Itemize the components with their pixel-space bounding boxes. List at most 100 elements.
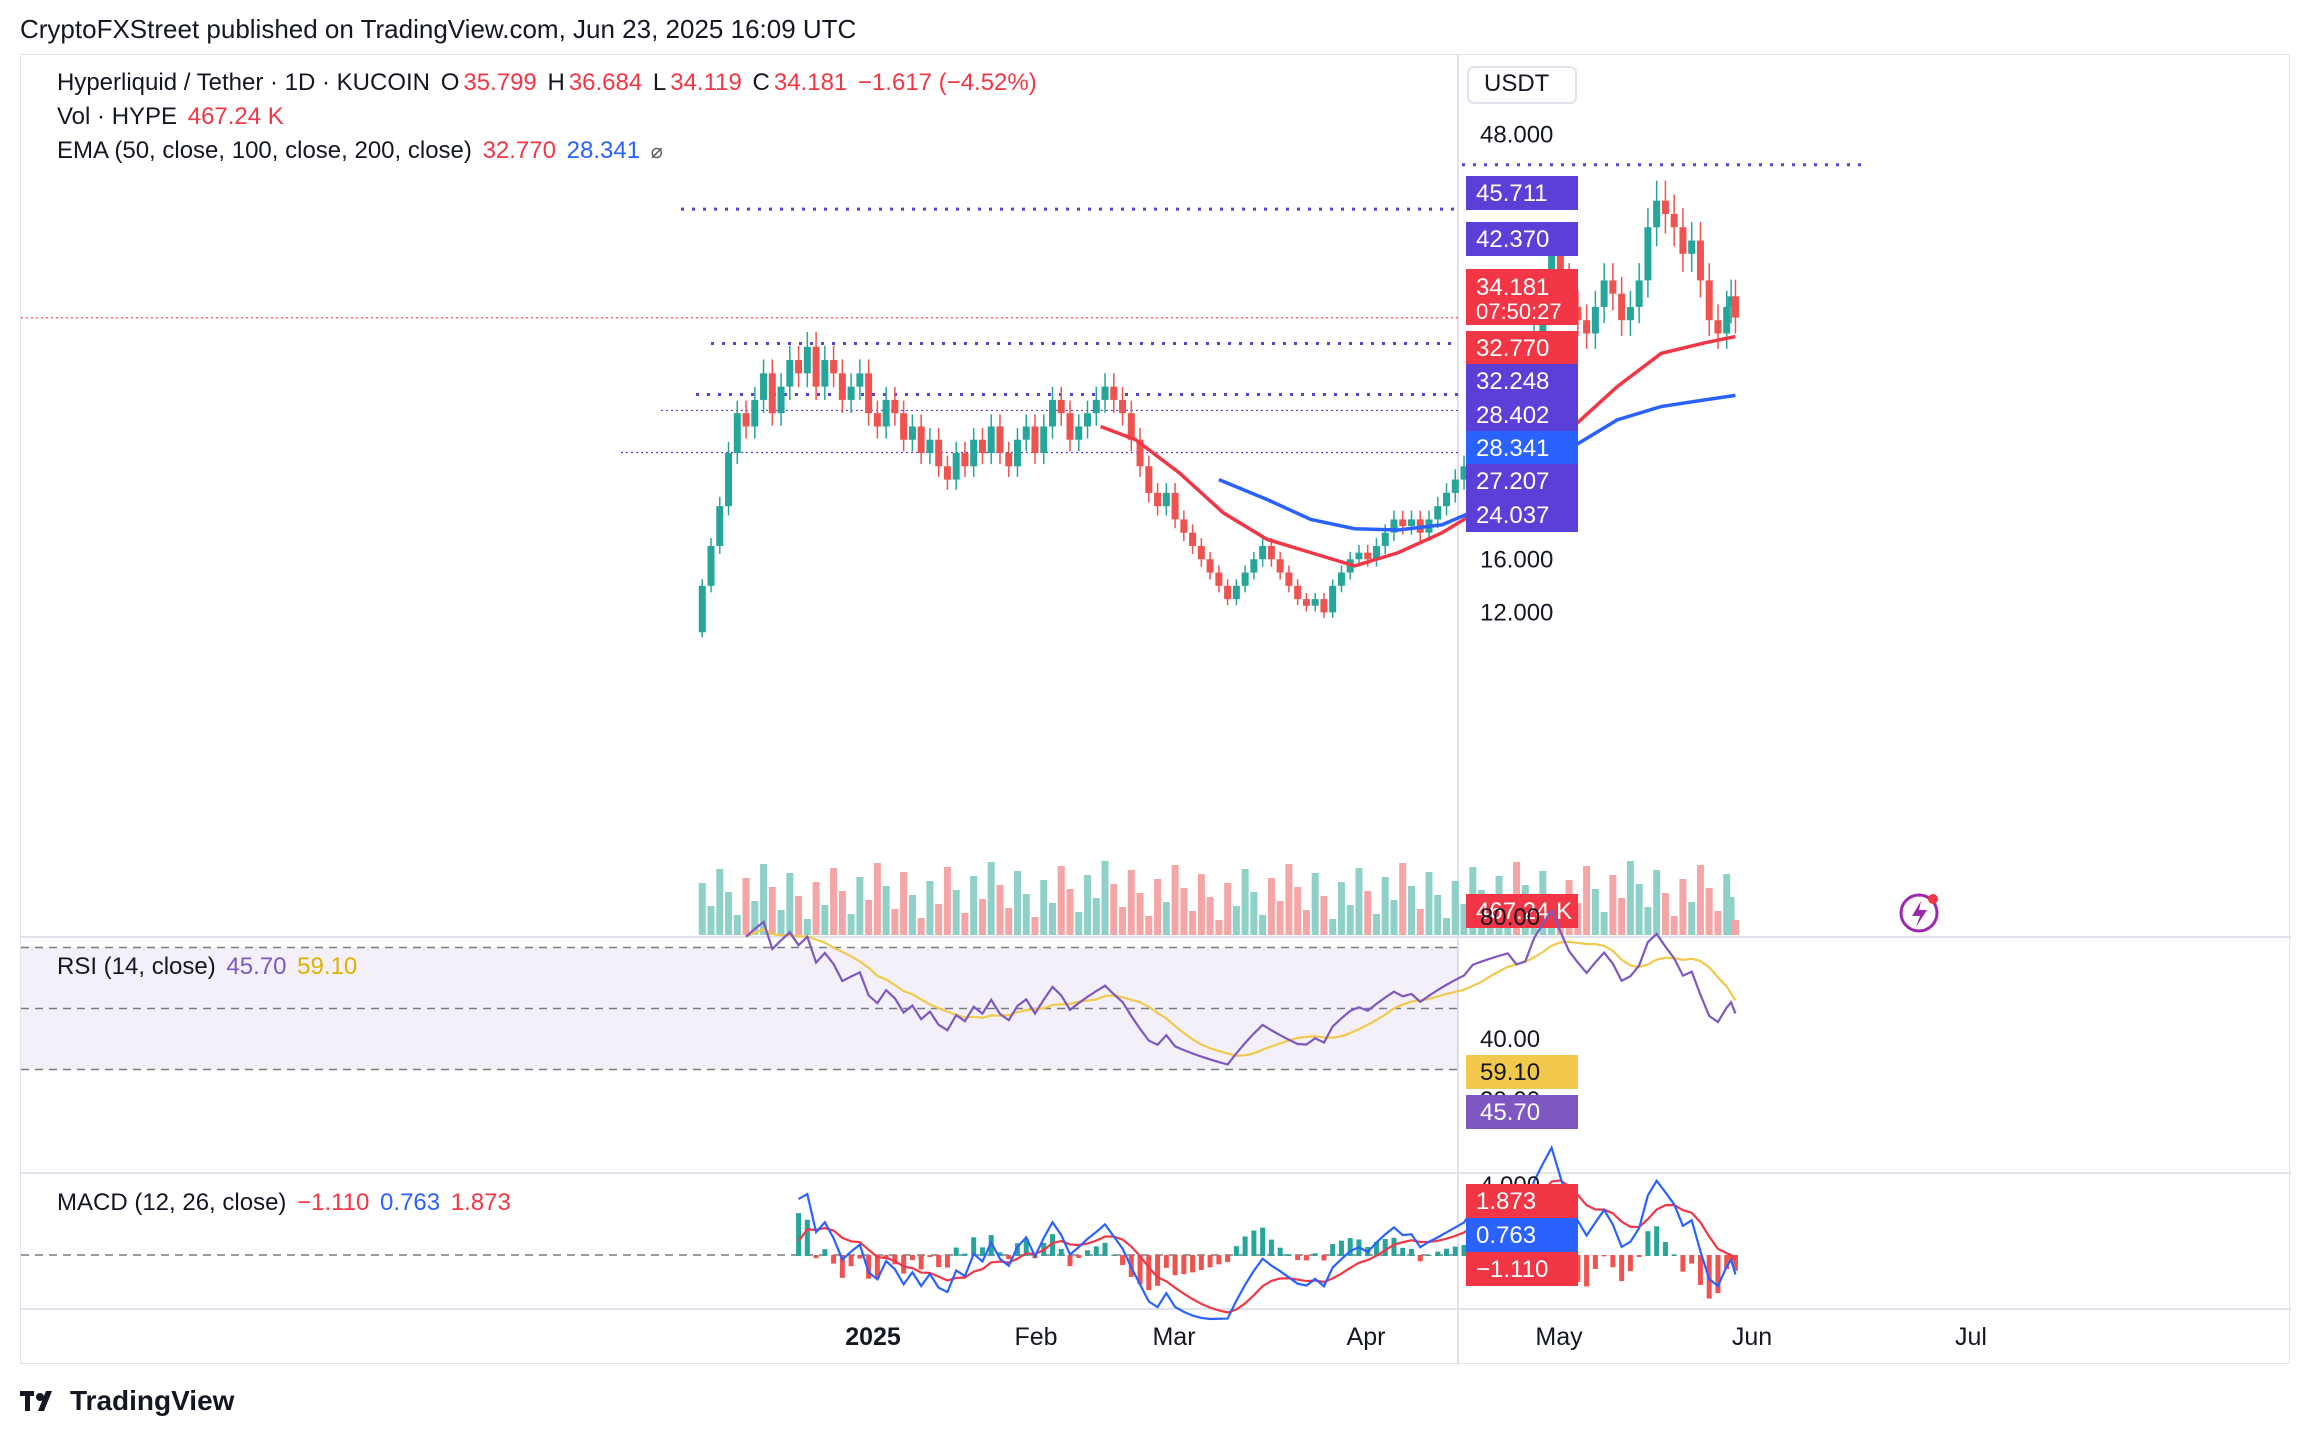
legend-rsi-label[interactable]: RSI (14, close) [57, 953, 216, 980]
volume-bar [1206, 897, 1214, 935]
legend-macd-label[interactable]: MACD (12, 26, close) [57, 1189, 287, 1216]
legend-low: 34.119 [670, 69, 742, 96]
macd-histogram-bar [1592, 1255, 1598, 1269]
ema50-line [1100, 334, 1736, 568]
macd-histogram-bar [971, 1237, 977, 1256]
price-tick-label: 12.000 [1480, 599, 1553, 626]
badge-macd-hist: −1.110 [1476, 1256, 1548, 1283]
volume-bar [751, 901, 759, 935]
volume-bar [777, 910, 785, 935]
macd-histogram-bar [1233, 1246, 1239, 1256]
volume-bar [1048, 903, 1056, 935]
candle-body [1101, 386, 1109, 400]
macd-histogram-bar [1251, 1230, 1257, 1256]
candle-body [1679, 227, 1687, 254]
volume-bar [1232, 906, 1240, 935]
legend-symbol[interactable]: Hyperliquid / Tether · 1D · KUCOIN [57, 69, 431, 96]
volume-bar [1434, 895, 1442, 935]
badge-last: 34.181 [1476, 274, 1549, 301]
candle-body [812, 346, 820, 387]
macd-histogram-bar [857, 1255, 863, 1259]
volume-bar [716, 869, 724, 935]
candle-body [1723, 306, 1731, 334]
badge-42370: 42.370 [1476, 226, 1549, 253]
macd-histogram-bar [1391, 1237, 1397, 1256]
badge-rsi-ma: 59.10 [1480, 1059, 1540, 1086]
chart-frame[interactable]: 48.00044.00040.00036.00020.00016.00012.0… [20, 54, 2291, 1365]
volume-bar [707, 906, 715, 935]
macd-histogram-bar [1732, 1255, 1738, 1271]
badge-macd-signal: 1.873 [1476, 1188, 1536, 1215]
volume-bar [856, 877, 864, 935]
volume-bar [1635, 884, 1643, 935]
candle-body [1232, 585, 1240, 600]
macd-histogram-bar [1680, 1255, 1686, 1272]
candle-body [1653, 200, 1661, 228]
volume-bar [1101, 861, 1109, 935]
volume-bar [917, 918, 925, 935]
candle-body [698, 585, 706, 633]
macd-histogram-bar [1120, 1255, 1126, 1265]
legend-ema-label[interactable]: EMA (50, close, 100, close, 200, close) [57, 137, 472, 164]
badge-28402-bg [1466, 398, 1578, 432]
badge-macd-signal-bg [1466, 1184, 1578, 1218]
macd-histogram-bar [1715, 1255, 1721, 1294]
candle-body [1048, 399, 1056, 427]
candle-body [1127, 413, 1135, 440]
badge-45711: 45.711 [1476, 180, 1548, 207]
volume-bar [1154, 879, 1162, 935]
volume-bar [1022, 894, 1030, 935]
candle-body [1635, 280, 1643, 307]
candle-body [900, 413, 908, 440]
badge-last-bg [1466, 269, 1578, 325]
volume-bar [1224, 883, 1232, 935]
macd-histogram-bar [1312, 1253, 1318, 1256]
candle-body [1434, 506, 1442, 520]
candle-body [725, 453, 733, 507]
candle-body [1294, 585, 1302, 600]
hidden-eye-icon[interactable]: ⌀ [650, 141, 663, 163]
volume-bar [1241, 869, 1249, 935]
volume-bar [847, 914, 855, 935]
volume-bar [1337, 882, 1345, 935]
candle-body [1337, 572, 1345, 586]
macd-histogram-bar [1102, 1242, 1108, 1256]
rsi-line [745, 908, 1737, 1066]
macd-histogram-bar [1155, 1255, 1161, 1286]
macd-histogram-bar [1662, 1242, 1668, 1256]
chart-canvas[interactable]: 48.00044.00040.00036.00020.00016.00012.0… [21, 55, 2291, 1365]
candle-body [742, 413, 750, 427]
badge-macd-bg [1466, 1218, 1578, 1252]
macd-histogram-bar [1172, 1255, 1178, 1276]
macd-histogram-bar [1444, 1248, 1450, 1256]
time-tick-label: May [1535, 1323, 1583, 1351]
legend-o-label: O [440, 69, 460, 96]
price-tick-label: 16.000 [1480, 546, 1553, 573]
macd-histogram-bar [1137, 1255, 1143, 1285]
volume-bar [733, 915, 741, 935]
legend-l-label: L [652, 69, 667, 96]
candle-body [943, 466, 951, 480]
candle-body [1311, 599, 1319, 606]
legend-rsi-ma: 59.10 [297, 953, 358, 980]
volume-bar [768, 887, 776, 935]
candle-body [961, 453, 969, 467]
macd-histogram-bar [1058, 1248, 1064, 1256]
volume-bar [1626, 861, 1634, 935]
candle-body [1206, 559, 1214, 573]
macd-histogram-bar [1295, 1255, 1301, 1261]
legend-rsi-value: 45.70 [226, 953, 287, 980]
macd-histogram-bar [1461, 1244, 1467, 1256]
legend-vol-label[interactable]: Vol · HYPE [57, 103, 178, 130]
legend-ema50: 32.770 [482, 137, 556, 164]
candle-body [856, 373, 864, 387]
macd-histogram-bar [1049, 1234, 1055, 1256]
candle-body [1013, 439, 1021, 467]
volume-bar [961, 913, 969, 935]
candle-body [1399, 519, 1407, 527]
tradingview-footer[interactable]: TradingView [20, 1385, 234, 1417]
badge-volume-bg [1466, 894, 1578, 928]
macd-signal-line [797, 1179, 1737, 1314]
legend-macd: MACD (12, 26, close) −1.110 0.763 1.873 [57, 1189, 515, 1217]
candle-body [1609, 280, 1617, 294]
